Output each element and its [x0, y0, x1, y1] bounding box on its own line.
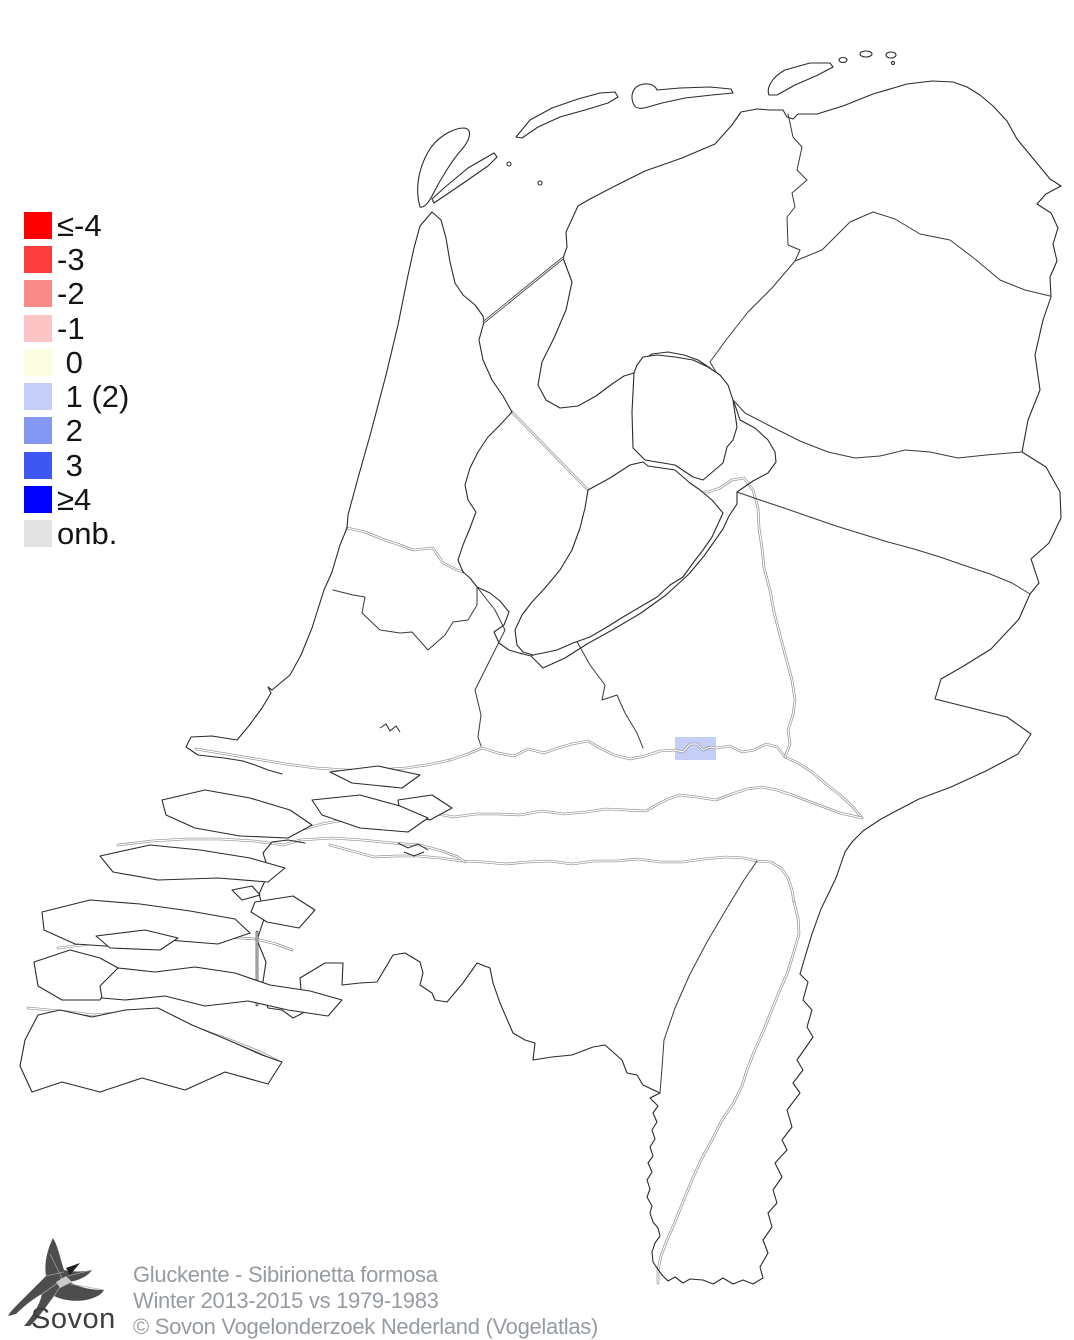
caption-copyright: © Sovon Vogelonderzoek Nederland (Vogela… — [133, 1313, 599, 1339]
map-caption: Gluckente - Sibirionetta formosa Winter … — [133, 1262, 598, 1339]
legend-label: onb. — [57, 516, 118, 552]
coastline-layer — [185, 80, 1062, 1285]
schiermonnikoog-island — [767, 62, 834, 96]
voorne-putten — [161, 789, 313, 839]
legend-item: 0 — [24, 345, 129, 379]
noordoostpolder — [631, 354, 738, 481]
legend-label: 1 (2) — [57, 379, 130, 415]
legend-item: -3 — [24, 242, 129, 276]
legend: ≤-4 -3 -2 -1 0 1 (2) 2 3 ≥4 onb. — [24, 208, 129, 551]
texel-island — [417, 127, 471, 208]
legend-swatch — [24, 486, 52, 514]
legend-swatch — [24, 314, 52, 342]
caption-period: Winter 2013-2015 vs 1979-1983 — [133, 1287, 439, 1313]
highlight-cell — [675, 737, 716, 760]
legend-swatch — [24, 451, 52, 479]
legend-item: 3 — [24, 448, 129, 482]
gooi-veluwe-coast — [476, 491, 738, 669]
legend-item: onb. — [24, 517, 129, 551]
vlieland-island — [431, 152, 498, 204]
legend-swatch — [24, 520, 52, 548]
goeree-overflakkee — [99, 844, 286, 883]
legend-item: 1 (2) — [24, 379, 129, 413]
noord-beveland — [95, 929, 179, 951]
caption-species: Gluckente - Sibirionetta formosa — [133, 1262, 438, 1287]
legend-label: 2 — [57, 413, 83, 449]
legend-swatch — [24, 211, 52, 239]
legend-label: 3 — [57, 447, 83, 483]
legend-swatch — [24, 245, 52, 273]
islands-layer — [19, 50, 897, 1093]
hoeksche-waard — [311, 794, 429, 833]
zeeuws-vlaanderen — [19, 1007, 283, 1093]
ameland-island — [631, 83, 734, 109]
zuid-beveland — [99, 966, 343, 1017]
dikes-layer — [482, 256, 565, 324]
flevoland — [514, 461, 724, 656]
legend-swatch — [24, 417, 52, 445]
sovon-logo-text: Sovon — [31, 1303, 116, 1335]
legend-label: -1 — [57, 310, 85, 346]
legend-item: -1 — [24, 311, 129, 345]
tholen — [250, 895, 316, 929]
wadden-north-coast — [562, 80, 1062, 259]
legend-item: ≤-4 — [24, 208, 129, 242]
legend-label: -3 — [57, 241, 85, 277]
east-and-south-border — [267, 185, 1062, 1285]
friesland-ijsselmeer-coast — [537, 257, 635, 409]
west-coast — [185, 211, 433, 775]
sovon-logo — [8, 1238, 105, 1326]
legend-label: 0 — [57, 344, 83, 380]
legend-swatch — [24, 280, 52, 308]
legend-label: -2 — [57, 276, 85, 312]
schouwen-duiveland — [41, 899, 251, 948]
legend-item: 2 — [24, 414, 129, 448]
legend-item: ≥4 — [24, 482, 129, 516]
legend-label: ≥4 — [57, 482, 92, 518]
noord-holland-coast — [431, 211, 513, 588]
polders-layer — [514, 354, 738, 656]
legend-item: -2 — [24, 277, 129, 311]
legend-swatch — [24, 383, 52, 411]
legend-label: ≤-4 — [57, 207, 102, 243]
legend-swatch — [24, 348, 52, 376]
terschelling-island — [515, 91, 619, 139]
sint-philipsland — [231, 885, 261, 901]
ijsselmonde — [329, 765, 421, 789]
